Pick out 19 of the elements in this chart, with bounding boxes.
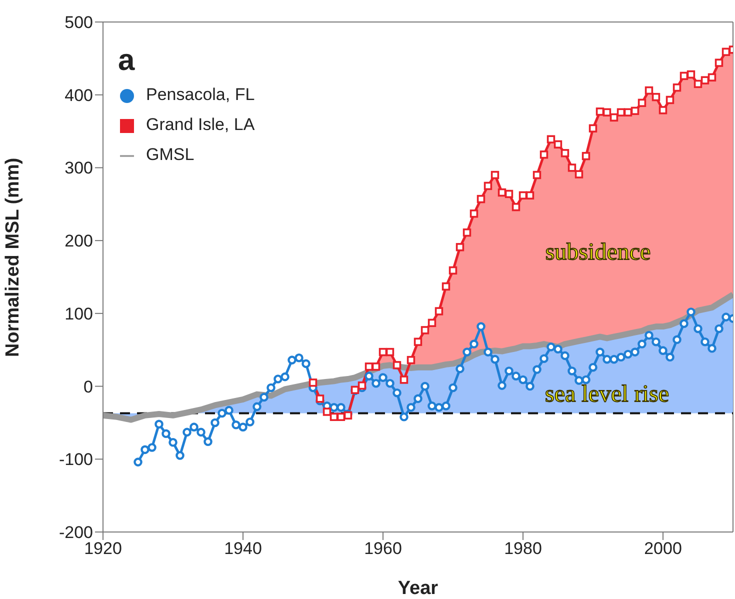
legend-label: Grand Isle, LA: [146, 115, 255, 134]
x-tick-label: 1940: [224, 539, 262, 558]
legend-label: GMSL: [146, 145, 194, 164]
y-axis-title: Normalized MSL (mm): [2, 158, 24, 357]
y-tick-label: 400: [64, 86, 93, 105]
y-tick-label: 200: [64, 232, 93, 251]
y-tick-label: 100: [64, 304, 93, 324]
y-tick-label: 0: [84, 377, 93, 396]
y-tick-label: 500: [64, 13, 93, 32]
legend-label: Pensacola, FL: [146, 85, 255, 104]
annotation: a: [118, 44, 135, 77]
x-tick-label: 2000: [644, 539, 682, 558]
x-tick-label: 1980: [504, 539, 542, 558]
y-tick-label: 300: [64, 158, 93, 178]
x-tick-label: 1960: [364, 539, 402, 558]
x-axis-title: Year: [398, 578, 439, 599]
y-tick-label: -100: [58, 450, 93, 470]
annotation: sea level rise: [545, 382, 669, 408]
annotation: subsidence: [545, 240, 651, 266]
